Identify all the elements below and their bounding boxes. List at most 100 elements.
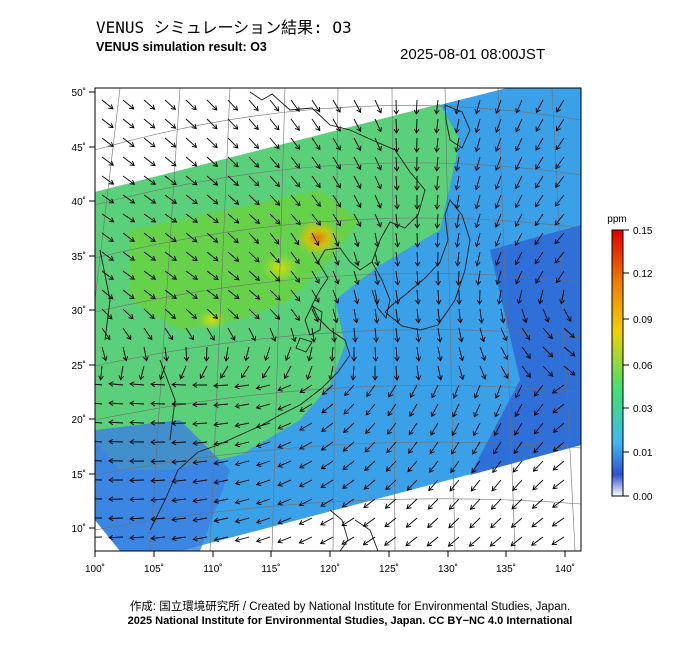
wind-arrow-head xyxy=(376,146,382,152)
wind-arrow xyxy=(364,479,376,490)
wind-arrow xyxy=(512,479,523,491)
wind-arrow xyxy=(227,213,240,224)
wind-arrow xyxy=(386,441,397,453)
wind-arrow-head xyxy=(88,439,92,444)
wind-arrow xyxy=(469,517,481,529)
wind-arrow-head xyxy=(512,485,518,492)
wind-arrow-head xyxy=(353,298,360,305)
copyright-text: 2025 National Institute for Environmenta… xyxy=(127,615,573,627)
wind-arrow-head xyxy=(434,128,440,134)
wind-arrow-head xyxy=(334,298,340,304)
wind-arrow xyxy=(256,479,271,485)
wind-arrow xyxy=(353,194,361,208)
wind-arrow xyxy=(395,175,398,190)
wind-arrow xyxy=(341,536,355,545)
wind-arrow xyxy=(122,346,127,361)
colorbar-tick-label: 0.01 xyxy=(633,448,653,459)
wind-arrow-head xyxy=(233,143,239,149)
wind-arrow xyxy=(455,118,460,133)
x-tick-label: 140˚ xyxy=(555,563,575,575)
wind-arrow-head xyxy=(343,427,349,434)
wind-arrow-head xyxy=(171,161,177,167)
wind-arrow-head xyxy=(212,161,219,167)
wind-arrow xyxy=(343,441,355,452)
wind-arrow-head xyxy=(150,381,156,388)
wind-arrow-head xyxy=(551,540,557,546)
wind-arrow-head xyxy=(374,299,380,305)
wind-arrow xyxy=(206,232,218,243)
wind-arrow xyxy=(206,99,218,111)
x-axis-labels: 100˚ 105˚ 110˚ 115˚ 120˚ 125˚ 130˚ 135˚ … xyxy=(85,563,575,575)
wind-arrow-head xyxy=(294,315,300,321)
wind-arrow xyxy=(185,137,197,148)
colorbar-tick-label: 0.00 xyxy=(633,492,653,503)
wind-arrow-head xyxy=(328,375,334,381)
wind-arrow xyxy=(495,137,502,152)
wind-arrow xyxy=(206,156,218,167)
wind-arrow-head xyxy=(449,486,455,492)
wind-arrow xyxy=(256,536,271,542)
wind-arrow xyxy=(332,270,339,285)
wind-arrow-head xyxy=(298,519,305,525)
wind-arrow-head xyxy=(315,163,321,170)
wind-arrow-head xyxy=(503,354,509,361)
wind-arrow xyxy=(101,156,114,166)
wind-arrow xyxy=(395,118,397,134)
wind-arrow-head xyxy=(108,515,114,522)
wind-arrow-head xyxy=(531,522,537,528)
wind-arrow xyxy=(185,99,197,110)
wind-arrow-head xyxy=(336,202,341,208)
wind-arrow xyxy=(206,308,218,319)
wind-arrow-head xyxy=(150,274,157,280)
wind-arrow-head xyxy=(534,258,540,265)
wind-arrow xyxy=(101,118,114,128)
wind-arrow xyxy=(492,460,502,473)
wind-arrow xyxy=(515,175,523,189)
wind-arrow-head xyxy=(376,184,382,190)
wind-arrow xyxy=(256,498,271,505)
wind-arrow xyxy=(269,118,280,131)
wind-arrow-head xyxy=(376,203,382,209)
wind-arrow xyxy=(214,536,229,541)
wind-arrow-head xyxy=(454,185,460,191)
wind-arrow-head xyxy=(394,204,400,210)
wind-arrow-head xyxy=(515,145,521,152)
wind-arrow xyxy=(151,536,166,539)
colorbar-tick-label: 0.03 xyxy=(633,404,653,415)
wind-arrow xyxy=(185,270,198,280)
wind-arrow-head xyxy=(271,336,277,342)
wind-arrow xyxy=(431,403,439,417)
wind-arrow-head xyxy=(428,485,434,492)
wind-arrow xyxy=(395,137,398,153)
wind-arrow xyxy=(269,175,280,187)
wind-arrow-head xyxy=(253,238,260,244)
wind-arrow-head xyxy=(192,517,198,523)
wind-arrow-head xyxy=(555,278,561,284)
wind-arrow-head xyxy=(88,477,92,482)
wind-arrow xyxy=(515,232,523,246)
wind-arrow-head xyxy=(474,184,480,191)
wind-arrow xyxy=(143,289,156,299)
wind-arrow-head xyxy=(150,516,156,522)
wind-arrow-head xyxy=(149,104,156,110)
wind-arrow xyxy=(407,479,418,491)
wind-arrow-head xyxy=(356,145,362,152)
wind-arrow xyxy=(101,308,113,320)
wind-arrow-head xyxy=(191,161,198,167)
wind-arrow xyxy=(535,270,544,284)
wind-arrow xyxy=(435,118,439,133)
wind-arrow xyxy=(364,441,376,453)
wind-arrow xyxy=(500,308,504,323)
wind-arrow-head xyxy=(489,541,496,547)
wind-arrow xyxy=(416,251,419,267)
wind-arrow-head xyxy=(335,126,341,132)
wind-arrow-head xyxy=(534,202,540,208)
wind-arrow xyxy=(426,536,439,547)
wind-arrow xyxy=(451,441,460,455)
wind-arrow xyxy=(164,232,177,243)
wind-arrow-head xyxy=(356,126,362,133)
wind-arrow xyxy=(475,156,481,171)
wind-arrow-head xyxy=(476,299,483,305)
wind-arrow xyxy=(299,498,313,506)
wind-arrow-head xyxy=(299,444,305,450)
